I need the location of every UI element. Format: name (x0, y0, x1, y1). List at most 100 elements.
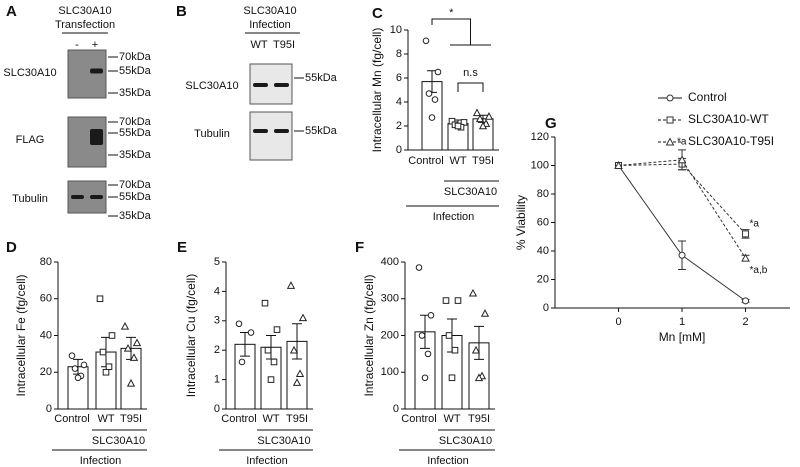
blot-subheader: Transfection (55, 19, 115, 31)
band (253, 83, 268, 87)
panel-letter: G (545, 115, 557, 132)
y-tick-label: 0 (46, 403, 52, 415)
panel-letter: C (372, 5, 383, 22)
x-axis-label: Mn [mM] (659, 330, 706, 344)
point (742, 230, 750, 238)
point (74, 374, 82, 382)
y-axis-label: Intracellular Mn (fg/cell) (370, 28, 384, 153)
point (454, 297, 462, 304)
point (247, 329, 255, 336)
x-tick-label: WT (449, 155, 466, 167)
point (96, 295, 104, 303)
blot-subheader: Infection (249, 19, 291, 31)
x-tick-label: T95I (286, 413, 308, 425)
y-tick-label: 100 (381, 366, 399, 378)
footer-label: Infection (427, 455, 469, 467)
series-line (618, 163, 746, 235)
point (264, 346, 272, 354)
legend-marker (666, 94, 674, 102)
point (295, 369, 305, 378)
annotation: *a (750, 219, 760, 230)
footer-label: Infection (433, 211, 475, 223)
panel-letter: F (355, 239, 364, 256)
y-tick-label: 2 (396, 120, 402, 132)
point (102, 368, 110, 376)
y-tick-label: 400 (381, 256, 399, 268)
group-label: SLC30A10 (444, 186, 497, 198)
annotation: n.s (463, 67, 478, 79)
y-axis-label: Intracellular Zn (fg/cell) (362, 274, 376, 396)
x-tick-label: T95I (472, 155, 494, 167)
y-axis-label: Intracellular Fe (fg/cell) (14, 274, 28, 396)
x-tick-label: WT (443, 413, 460, 425)
point (428, 114, 436, 121)
point (105, 363, 113, 371)
y-tick-label: 10 (390, 24, 402, 36)
point (126, 378, 136, 387)
point (261, 299, 269, 307)
point (71, 365, 79, 372)
y-tick-label: 60 (537, 216, 549, 228)
blot-header: SLC30A10 (58, 5, 111, 17)
point (472, 108, 482, 117)
point (418, 332, 426, 339)
footer-label: Infection (246, 455, 288, 467)
point (468, 288, 478, 297)
series-line (618, 159, 746, 259)
y-tick-label: 100 (531, 159, 549, 171)
band (253, 129, 268, 133)
y-tick-label: 0 (543, 302, 549, 314)
point (421, 374, 429, 382)
y-tick-label: 40 (537, 245, 549, 257)
point (480, 309, 490, 317)
footer-label: Infection (80, 455, 122, 467)
y-tick-label: 300 (381, 293, 399, 305)
row-label: SLC30A10 (185, 80, 238, 92)
x-tick-label: 1 (679, 316, 685, 328)
band (90, 129, 103, 145)
point (425, 90, 433, 97)
point (614, 160, 623, 169)
y-tick-label: 3 (214, 315, 220, 327)
point (238, 358, 246, 366)
row-label: FLAG (16, 134, 45, 146)
marker-label: 35kDa (119, 87, 152, 99)
x-tick-label: Control (54, 413, 89, 425)
point (474, 373, 484, 382)
band (90, 195, 103, 199)
point (445, 332, 453, 339)
marker-label: 70kDa (119, 179, 152, 191)
marker-label: 55kDa (119, 65, 152, 77)
point (427, 311, 435, 319)
panel-letter: D (6, 239, 17, 256)
y-tick-label: 6 (396, 72, 402, 84)
y-tick-label: 8 (396, 48, 402, 60)
point (292, 378, 302, 386)
blot (67, 49, 107, 99)
group-label: SLC30A10 (92, 435, 145, 447)
y-tick-label: 4 (396, 96, 402, 108)
point (451, 346, 459, 354)
point (68, 352, 76, 360)
marker-label: 35kDa (119, 149, 152, 161)
x-tick-label: 0 (615, 316, 621, 328)
point (286, 281, 296, 289)
blot-header: SLC30A10 (243, 5, 296, 17)
point (270, 358, 278, 366)
point (448, 374, 456, 382)
point (108, 332, 116, 339)
significance-bracket (431, 18, 491, 46)
group-label: SLC30A10 (439, 435, 492, 447)
point (742, 297, 750, 305)
point (267, 376, 275, 383)
row-label: Tubulin (12, 193, 48, 205)
point (132, 338, 142, 347)
y-tick-label: 120 (531, 131, 549, 143)
x-tick-label: T95I (120, 413, 142, 425)
y-tick-label: 5 (214, 256, 220, 268)
row-label: SLC30A10 (3, 67, 56, 79)
point (741, 253, 750, 262)
marker-label: 70kDa (119, 51, 152, 63)
legend-label: Control (688, 90, 727, 104)
point (80, 361, 88, 369)
